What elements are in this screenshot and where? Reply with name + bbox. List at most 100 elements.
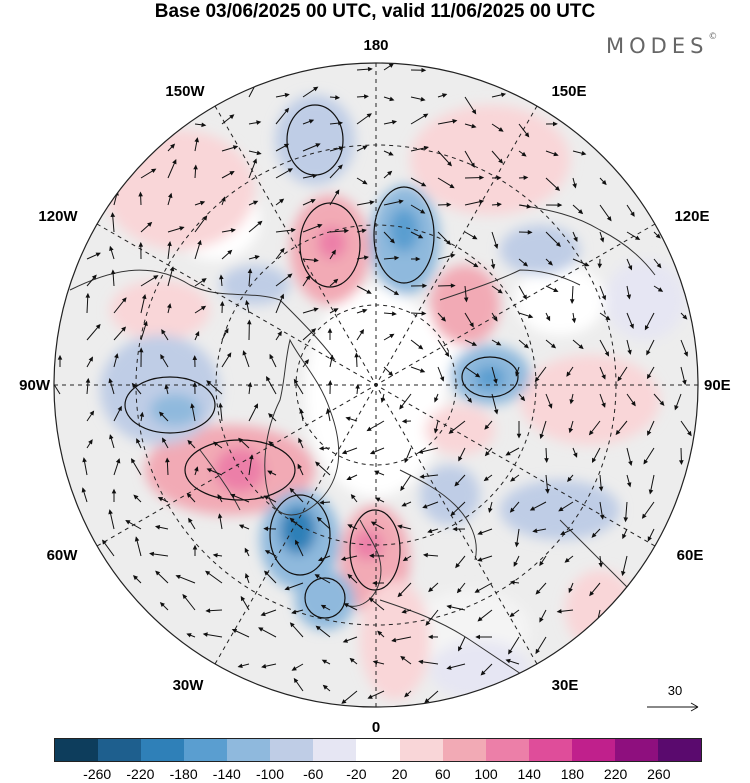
lon-label-120w: 120W	[38, 208, 78, 225]
wind-vector	[518, 150, 527, 157]
contour-low-6	[304, 577, 346, 619]
wind-vector	[167, 303, 172, 314]
wind-vector	[275, 198, 285, 206]
vector-key-label: 30	[668, 683, 682, 698]
wind-vector	[329, 278, 339, 287]
wind-vector	[221, 327, 229, 341]
wind-vector	[182, 593, 196, 611]
wind-vector	[437, 177, 455, 189]
wind-vector	[245, 299, 250, 314]
wind-vector	[448, 420, 466, 434]
wind-vector	[356, 200, 375, 206]
wind-vector	[484, 447, 493, 457]
wind-vector	[221, 249, 233, 260]
wind-vector	[263, 570, 277, 584]
wind-vector	[418, 659, 439, 665]
colorbar-segment	[55, 739, 99, 761]
wind-vector	[110, 269, 116, 287]
wind-vector	[291, 609, 304, 615]
wind-vector	[356, 145, 368, 152]
wind-vector	[464, 199, 485, 206]
wind-vector	[572, 231, 578, 243]
positive-anomaly-core-1	[318, 227, 346, 259]
wind-vector	[133, 494, 142, 503]
wind-vector	[221, 228, 236, 233]
wind-vector	[329, 354, 334, 368]
wind-vector	[674, 393, 682, 411]
negative-anomaly-mongolia	[605, 260, 685, 340]
wind-vector	[509, 501, 520, 513]
wind-vector	[566, 366, 574, 377]
lon-label-150e: 150E	[551, 83, 586, 100]
wind-vector	[477, 609, 493, 622]
wind-vector	[322, 684, 331, 692]
wind-vector	[680, 420, 692, 437]
wind-vector	[626, 474, 632, 488]
wind-vector	[159, 411, 169, 422]
wind-vector	[264, 550, 277, 557]
wind-vector	[82, 457, 88, 476]
wind-vector	[556, 608, 574, 614]
wind-vector	[572, 447, 578, 458]
wind-vector	[400, 655, 412, 665]
wind-vector	[275, 273, 293, 287]
wind-vector	[132, 575, 142, 584]
colorbar-segment	[614, 739, 658, 761]
wind-vector	[86, 274, 97, 287]
wind-vector	[302, 143, 321, 152]
lon-label-90w: 90W	[19, 377, 51, 394]
wind-vector	[425, 609, 439, 626]
colorbar-segment	[98, 739, 142, 761]
wind-vector	[434, 393, 439, 403]
wind-vector	[491, 312, 498, 322]
wind-vector	[626, 258, 633, 271]
wind-vector	[302, 86, 319, 98]
wind-vector	[356, 228, 367, 234]
wind-vector	[342, 636, 358, 643]
wind-vector	[491, 339, 502, 346]
wind-vector	[111, 488, 117, 502]
wind-vector	[260, 609, 277, 617]
wind-vector	[327, 327, 333, 340]
colorbar-segment	[141, 739, 185, 761]
lon-label-60w: 60W	[47, 547, 79, 564]
wind-vector	[327, 380, 333, 395]
wind-vector	[221, 352, 232, 368]
wind-vector	[518, 204, 532, 209]
vector-key-arrowhead	[690, 702, 699, 712]
wind-vector	[140, 168, 157, 179]
wind-vector	[454, 474, 466, 487]
wind-vector	[244, 573, 250, 584]
wind-vector	[564, 555, 574, 563]
wind-vector	[680, 312, 688, 320]
wind-vector	[626, 231, 641, 240]
wind-vector	[329, 249, 336, 260]
wind-vector	[626, 204, 635, 217]
wind-vector	[247, 268, 253, 287]
wind-vector	[302, 173, 318, 179]
coast-scandinavia	[399, 469, 477, 561]
wind-vector	[349, 657, 358, 665]
wind-vector	[404, 447, 412, 464]
wind-vector	[383, 285, 400, 296]
wind-vector	[464, 123, 477, 129]
wind-vector	[347, 573, 358, 584]
wind-vector	[205, 608, 223, 613]
wind-vector	[368, 597, 385, 611]
wind-vector	[316, 516, 331, 530]
negative-anomaly-beaufort	[220, 265, 290, 305]
wind-vector	[653, 285, 664, 292]
wind-vector	[194, 200, 206, 206]
wind-vector	[383, 96, 395, 102]
wind-vector	[456, 582, 466, 594]
colorbar-tick-label: 20	[391, 766, 408, 782]
contour-low-3	[124, 376, 216, 434]
wind-vector	[261, 663, 277, 669]
wind-vector	[569, 285, 575, 305]
wind-vector	[275, 330, 282, 341]
wind-vector	[192, 544, 198, 556]
wind-vector	[539, 420, 547, 440]
wind-vector	[568, 420, 574, 434]
wind-vector	[367, 690, 385, 699]
wind-vector	[157, 497, 169, 503]
